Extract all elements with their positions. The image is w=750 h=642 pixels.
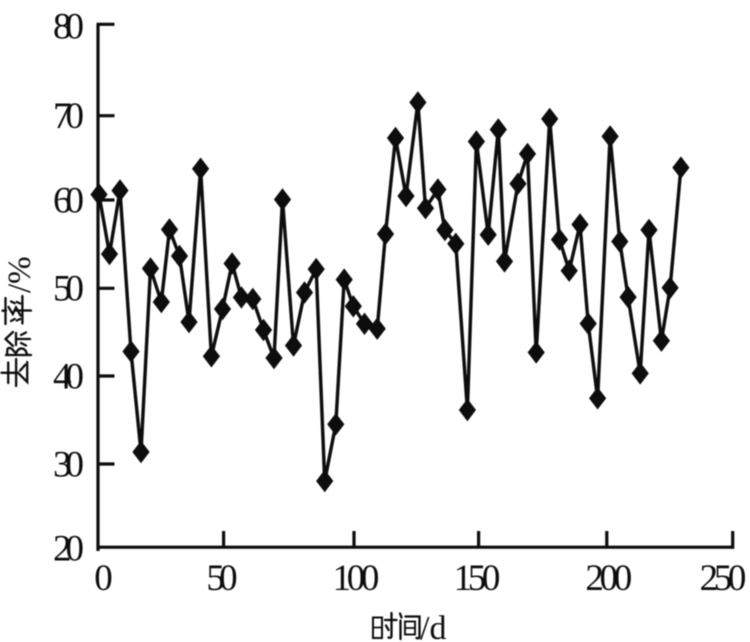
svg-text:0: 0 (94, 558, 113, 599)
svg-text:200: 200 (585, 558, 632, 599)
svg-text:250: 250 (700, 558, 747, 599)
svg-text:20: 20 (53, 528, 84, 569)
svg-text:80: 80 (53, 6, 84, 47)
svg-text:70: 70 (53, 96, 84, 137)
svg-text:150: 150 (454, 558, 501, 599)
svg-text:/%: /% (2, 256, 38, 293)
svg-text:100: 100 (333, 558, 380, 599)
svg-text:40: 40 (53, 356, 84, 397)
svg-text:50: 50 (53, 269, 84, 310)
svg-text:60: 60 (53, 180, 84, 221)
svg-text:/d: /d (420, 610, 446, 642)
svg-text:30: 30 (53, 444, 84, 485)
svg-text:50: 50 (206, 558, 237, 599)
